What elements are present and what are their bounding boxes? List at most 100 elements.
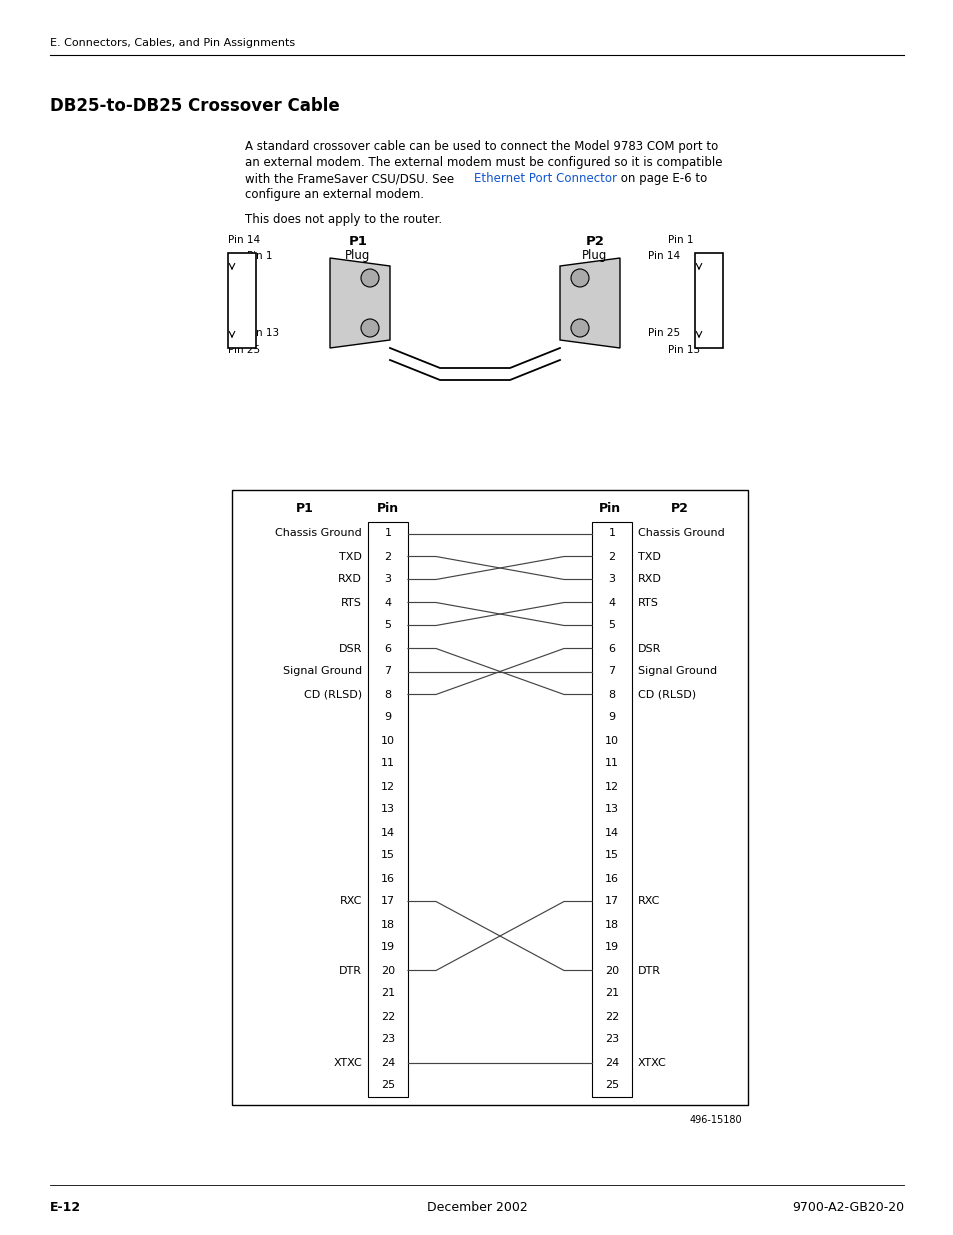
Text: DSR: DSR: [638, 643, 660, 653]
Text: 1: 1: [384, 529, 391, 538]
Text: 6: 6: [384, 643, 391, 653]
Text: 25: 25: [380, 1081, 395, 1091]
Text: 5: 5: [384, 620, 391, 631]
Text: 13: 13: [380, 804, 395, 815]
Text: 3: 3: [608, 574, 615, 584]
Text: CD (RLSD): CD (RLSD): [638, 689, 696, 699]
Bar: [368, 522, 408, 1097]
Text: Pin 13: Pin 13: [247, 329, 279, 338]
Text: 2: 2: [384, 552, 391, 562]
Text: 8: 8: [384, 689, 391, 699]
Text: RXD: RXD: [337, 574, 361, 584]
Text: RXC: RXC: [638, 897, 659, 906]
Text: E-12: E-12: [50, 1200, 81, 1214]
Circle shape: [571, 319, 588, 337]
Text: 496-15180: 496-15180: [689, 1115, 741, 1125]
Text: XTXC: XTXC: [333, 1057, 361, 1067]
Text: 4: 4: [608, 598, 615, 608]
Text: 8: 8: [608, 689, 615, 699]
Text: 19: 19: [604, 942, 618, 952]
Text: XTXC: XTXC: [638, 1057, 666, 1067]
Text: Pin 1: Pin 1: [247, 251, 273, 261]
Text: CD (RLSD): CD (RLSD): [304, 689, 361, 699]
Text: RXD: RXD: [638, 574, 661, 584]
Text: 16: 16: [380, 873, 395, 883]
Text: with the FrameSaver CSU/DSU. See: with the FrameSaver CSU/DSU. See: [245, 172, 457, 185]
Text: 7: 7: [384, 667, 391, 677]
Text: Plug: Plug: [581, 249, 607, 262]
Text: 5: 5: [608, 620, 615, 631]
Text: 21: 21: [380, 988, 395, 999]
Text: 20: 20: [380, 966, 395, 976]
Text: Pin: Pin: [376, 501, 398, 515]
Text: 23: 23: [380, 1035, 395, 1045]
Text: 2: 2: [608, 552, 615, 562]
Text: 6: 6: [608, 643, 615, 653]
Text: 4: 4: [384, 598, 391, 608]
Text: 18: 18: [604, 920, 618, 930]
Text: 22: 22: [380, 1011, 395, 1021]
Circle shape: [360, 269, 378, 287]
Text: December 2002: December 2002: [426, 1200, 527, 1214]
Text: 14: 14: [380, 827, 395, 837]
Text: Pin 1: Pin 1: [667, 235, 693, 245]
Text: RTS: RTS: [638, 598, 659, 608]
Text: Pin 14: Pin 14: [647, 251, 679, 261]
Text: 21: 21: [604, 988, 618, 999]
Text: P1: P1: [348, 235, 367, 248]
Text: 14: 14: [604, 827, 618, 837]
Text: DB25-to-DB25 Crossover Cable: DB25-to-DB25 Crossover Cable: [50, 98, 339, 115]
Text: 24: 24: [380, 1057, 395, 1067]
Text: 9700-A2-GB20-20: 9700-A2-GB20-20: [791, 1200, 903, 1214]
Text: 7: 7: [608, 667, 615, 677]
Bar: [695, 253, 722, 348]
Text: Chassis Ground: Chassis Ground: [275, 529, 361, 538]
Text: 11: 11: [380, 758, 395, 768]
Text: 13: 13: [604, 804, 618, 815]
Text: 9: 9: [384, 713, 391, 722]
Text: 22: 22: [604, 1011, 618, 1021]
Text: 16: 16: [604, 873, 618, 883]
Text: 18: 18: [380, 920, 395, 930]
Text: P1: P1: [295, 501, 314, 515]
Text: A standard crossover cable can be used to connect the Model 9783 COM port to: A standard crossover cable can be used t…: [245, 140, 718, 153]
Text: 23: 23: [604, 1035, 618, 1045]
Text: 3: 3: [384, 574, 391, 584]
Text: 20: 20: [604, 966, 618, 976]
Text: Pin 14: Pin 14: [228, 235, 260, 245]
Text: 25: 25: [604, 1081, 618, 1091]
Text: 10: 10: [380, 736, 395, 746]
Text: an external modem. The external modem must be configured so it is compatible: an external modem. The external modem mu…: [245, 156, 721, 169]
Circle shape: [571, 269, 588, 287]
Text: DTR: DTR: [338, 966, 361, 976]
Text: 1: 1: [608, 529, 615, 538]
Text: DSR: DSR: [338, 643, 361, 653]
Text: 17: 17: [380, 897, 395, 906]
Text: 17: 17: [604, 897, 618, 906]
Text: on page E-6 to: on page E-6 to: [617, 172, 706, 185]
Text: E. Connectors, Cables, and Pin Assignments: E. Connectors, Cables, and Pin Assignmen…: [50, 38, 294, 48]
Text: Pin 25: Pin 25: [228, 345, 260, 354]
Circle shape: [360, 319, 378, 337]
Text: Chassis Ground: Chassis Ground: [638, 529, 724, 538]
Text: 24: 24: [604, 1057, 618, 1067]
Polygon shape: [330, 258, 390, 348]
Text: P2: P2: [585, 235, 604, 248]
Text: Signal Ground: Signal Ground: [638, 667, 717, 677]
Text: DTR: DTR: [638, 966, 660, 976]
Text: Pin: Pin: [598, 501, 620, 515]
Bar: [228, 253, 255, 348]
Bar: [232, 490, 747, 1105]
Text: P2: P2: [670, 501, 688, 515]
Text: TXD: TXD: [638, 552, 660, 562]
Text: 10: 10: [604, 736, 618, 746]
Text: RXC: RXC: [339, 897, 361, 906]
Text: 15: 15: [604, 851, 618, 861]
Text: 19: 19: [380, 942, 395, 952]
Text: Pin 13: Pin 13: [667, 345, 700, 354]
Text: TXD: TXD: [338, 552, 361, 562]
Text: Pin 25: Pin 25: [647, 329, 679, 338]
Polygon shape: [559, 258, 619, 348]
Text: This does not apply to the router.: This does not apply to the router.: [245, 212, 441, 226]
Text: 12: 12: [604, 782, 618, 792]
